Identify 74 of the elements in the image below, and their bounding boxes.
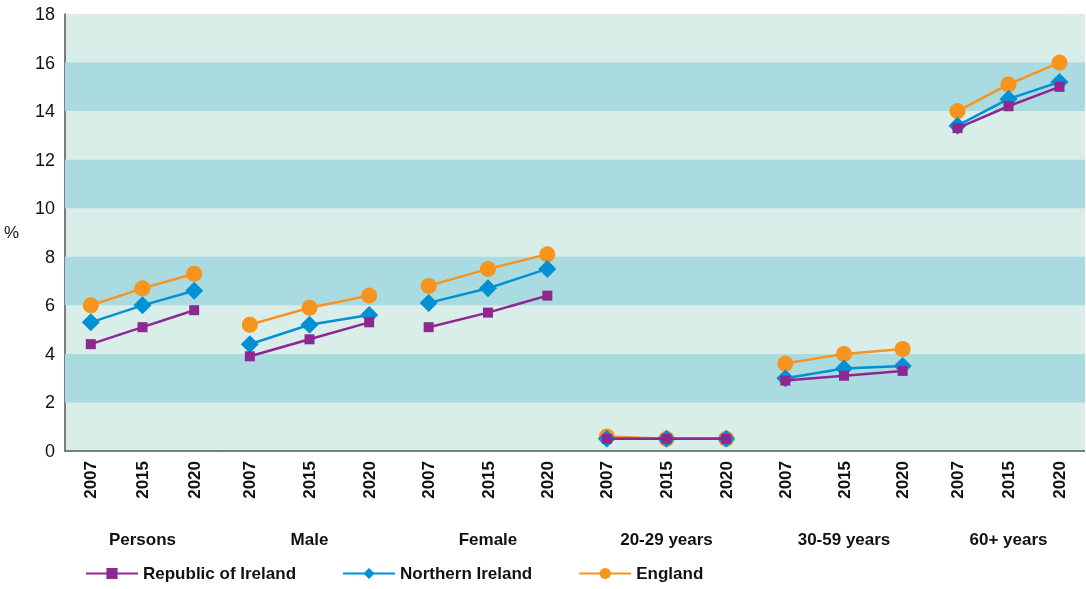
x-tick-label: 2015: [300, 461, 319, 499]
point: [480, 260, 496, 277]
point: [894, 341, 911, 358]
y-tick-label: 0: [44, 441, 55, 461]
x-tick-label: 2015: [657, 461, 676, 499]
x-tick-label: 2007: [419, 461, 439, 499]
y-tick-label: 10: [34, 198, 55, 219]
y-tick-label: 6: [44, 295, 55, 316]
x-axis-title: Female: [458, 530, 518, 549]
x-tick-label: 2015: [133, 461, 152, 499]
x-tick-label: 2015: [478, 461, 498, 499]
point: [483, 307, 493, 318]
x-tick-label: 2020: [716, 461, 736, 499]
point: [185, 281, 204, 300]
point: [81, 313, 100, 332]
y-tick-label: 12: [34, 149, 55, 170]
point: [897, 365, 908, 376]
y-tick-label: 8: [44, 246, 55, 267]
x-axis-title: 30-59 years: [797, 530, 891, 549]
x-tick-label: 2007: [81, 461, 101, 499]
point: [479, 279, 497, 298]
point: [949, 103, 966, 120]
point: [839, 370, 849, 381]
point: [419, 293, 438, 312]
x-tick-label: 2007: [240, 461, 260, 499]
x-axis-title: Persons: [108, 530, 177, 549]
x-tick-label: 2015: [834, 461, 854, 499]
point: [137, 322, 148, 333]
y-axis-title: %: [3, 223, 19, 242]
x-axis-title: 60+ years: [969, 530, 1048, 549]
point: [1003, 101, 1014, 112]
legend-label: Republic of Ireland: [143, 564, 297, 583]
point: [1054, 81, 1065, 92]
legend-label: Northern Ireland: [400, 564, 533, 583]
point: [300, 315, 319, 334]
point: [364, 317, 375, 328]
point: [1051, 54, 1068, 71]
point: [186, 265, 203, 282]
point: [301, 299, 318, 316]
point: [539, 246, 556, 263]
point: [361, 287, 378, 304]
x-axis-title: 20-29 years: [620, 530, 713, 549]
point: [244, 351, 255, 362]
y-tick-label: 14: [34, 101, 55, 122]
x-axis-title: Male: [290, 530, 329, 549]
point: [133, 296, 152, 315]
point: [538, 259, 557, 278]
x-tick-label: 2007: [597, 461, 617, 499]
x-tick-label: 2007: [948, 461, 967, 499]
point: [423, 322, 434, 333]
point: [777, 355, 794, 372]
point: [134, 280, 151, 297]
y-tick-label: 4: [44, 343, 55, 364]
x-tick-label: 2020: [184, 461, 204, 499]
x-tick-label: 2020: [893, 461, 913, 499]
legend-label: England: [636, 564, 704, 583]
y-tick-label: 16: [34, 52, 55, 73]
x-tick-label: 2015: [999, 461, 1018, 499]
point: [240, 335, 259, 354]
point: [304, 334, 315, 345]
point: [189, 305, 200, 316]
x-tick-label: 2020: [537, 461, 557, 499]
point: [241, 316, 258, 333]
point: [542, 290, 553, 301]
y-tick-label: 2: [44, 392, 55, 413]
y-tick-label: 18: [34, 4, 55, 24]
point: [85, 339, 96, 350]
point: [836, 345, 852, 362]
point: [420, 277, 437, 294]
x-tick-label: 2020: [359, 461, 379, 499]
x-tick-label: 2007: [775, 461, 795, 499]
point: [82, 297, 99, 314]
x-tick-label: 2020: [1050, 461, 1069, 499]
point: [1000, 76, 1017, 93]
